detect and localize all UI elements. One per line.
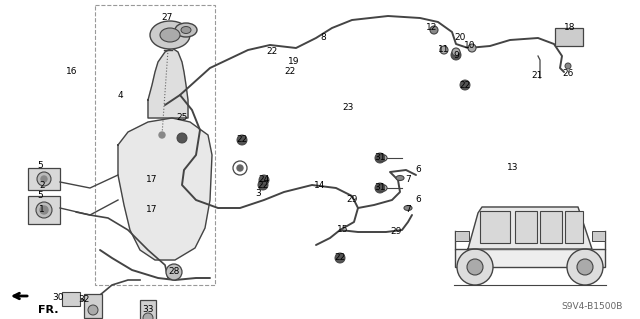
Text: 31: 31	[374, 183, 386, 192]
Text: FR.: FR.	[38, 305, 58, 315]
Bar	[592, 231, 605, 241]
Text: 28: 28	[168, 268, 180, 277]
Circle shape	[41, 176, 47, 182]
Circle shape	[467, 259, 483, 275]
Bar	[28, 196, 60, 224]
Text: 4: 4	[117, 91, 123, 100]
Circle shape	[36, 202, 52, 218]
Text: 30: 30	[52, 293, 64, 302]
Ellipse shape	[404, 205, 412, 211]
Bar	[540, 211, 562, 243]
Text: 24: 24	[259, 175, 269, 184]
Circle shape	[468, 44, 476, 52]
Text: 5: 5	[37, 160, 43, 169]
Text: 10: 10	[464, 41, 476, 49]
Text: 8: 8	[320, 33, 326, 42]
Text: 5: 5	[37, 190, 43, 199]
Bar	[95, 5, 215, 285]
Text: 22: 22	[284, 68, 296, 77]
Circle shape	[452, 48, 460, 56]
Text: 17: 17	[147, 205, 157, 214]
Text: 15: 15	[337, 226, 349, 234]
Circle shape	[237, 135, 247, 145]
Bar	[140, 300, 156, 319]
Circle shape	[143, 313, 153, 319]
Circle shape	[440, 46, 448, 54]
Text: 7: 7	[405, 205, 411, 214]
Circle shape	[457, 249, 493, 285]
Circle shape	[177, 133, 187, 143]
Circle shape	[37, 172, 51, 186]
Polygon shape	[118, 118, 212, 260]
Ellipse shape	[160, 28, 180, 42]
Circle shape	[375, 183, 385, 193]
Ellipse shape	[181, 26, 191, 33]
Circle shape	[451, 50, 461, 60]
Text: 32: 32	[78, 295, 90, 305]
Text: 23: 23	[342, 103, 354, 113]
Bar	[555, 28, 583, 46]
Text: S9V4-B1500B: S9V4-B1500B	[561, 302, 623, 311]
Text: 9: 9	[453, 50, 459, 60]
Bar	[455, 231, 469, 241]
Text: 20: 20	[454, 33, 466, 42]
Polygon shape	[468, 207, 592, 249]
Text: 16: 16	[67, 68, 77, 77]
Circle shape	[430, 26, 438, 34]
Text: 2: 2	[39, 182, 45, 190]
Text: 6: 6	[415, 166, 421, 174]
Circle shape	[159, 132, 165, 138]
Text: 13: 13	[508, 164, 519, 173]
Text: 14: 14	[314, 181, 326, 189]
Circle shape	[567, 249, 603, 285]
Circle shape	[335, 253, 345, 263]
Text: 17: 17	[147, 175, 157, 184]
Circle shape	[259, 175, 269, 185]
Ellipse shape	[175, 23, 197, 37]
Bar	[62, 292, 80, 306]
Text: 22: 22	[334, 254, 346, 263]
Bar	[480, 211, 510, 243]
Bar	[515, 211, 537, 243]
Circle shape	[166, 264, 182, 280]
Circle shape	[577, 259, 593, 275]
Text: 3: 3	[255, 189, 261, 197]
Text: 6: 6	[415, 196, 421, 204]
Polygon shape	[148, 48, 188, 118]
Text: 18: 18	[564, 24, 576, 33]
Text: 26: 26	[563, 70, 573, 78]
Circle shape	[40, 206, 48, 214]
Text: 29: 29	[390, 227, 402, 236]
Text: 12: 12	[426, 24, 438, 33]
Bar	[84, 294, 102, 318]
Text: 1: 1	[39, 205, 45, 214]
Text: 33: 33	[142, 306, 154, 315]
Text: 22: 22	[257, 181, 269, 189]
Circle shape	[375, 153, 385, 163]
Circle shape	[88, 305, 98, 315]
Bar	[28, 168, 60, 190]
Circle shape	[460, 80, 470, 90]
Text: 19: 19	[288, 57, 300, 66]
Text: 7: 7	[405, 175, 411, 184]
Bar	[565, 211, 583, 243]
Text: 22: 22	[236, 136, 248, 145]
Text: 31: 31	[374, 153, 386, 162]
Ellipse shape	[396, 175, 404, 181]
Text: 27: 27	[161, 13, 173, 23]
Text: 21: 21	[531, 70, 543, 79]
Text: 11: 11	[438, 46, 450, 55]
Text: 22: 22	[266, 48, 278, 56]
Text: 25: 25	[176, 114, 188, 122]
Text: 29: 29	[346, 196, 358, 204]
Circle shape	[237, 165, 243, 171]
Circle shape	[565, 63, 571, 69]
Ellipse shape	[150, 21, 190, 49]
Circle shape	[258, 180, 268, 190]
Bar	[455, 249, 605, 267]
Text: 22: 22	[460, 80, 470, 90]
